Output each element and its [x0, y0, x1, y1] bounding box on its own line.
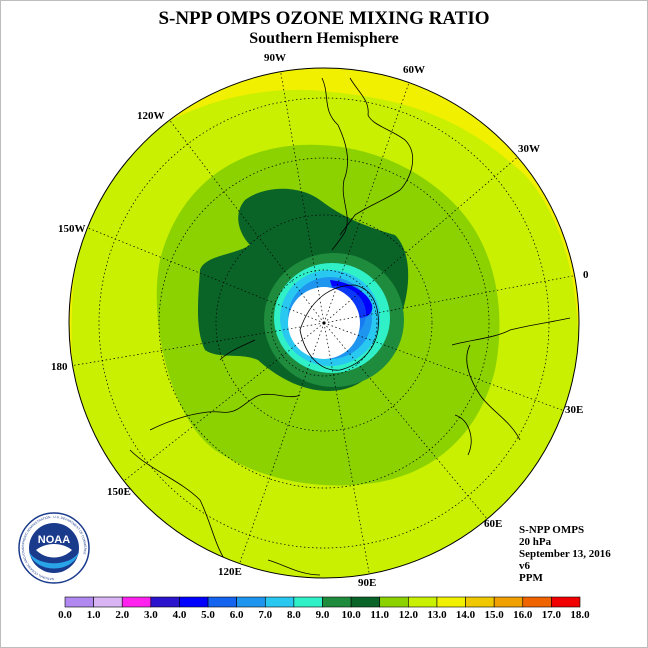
graticule [69, 68, 579, 578]
colorbar-swatch [522, 596, 552, 608]
info-units: PPM [519, 572, 543, 584]
colorbar-tick-label: 0.0 [58, 609, 72, 621]
meridian-180 [69, 322, 325, 367]
lat-circle-20s [98, 97, 550, 549]
meridian-60e [323, 322, 489, 521]
colorbar-tick-label: 4.0 [173, 609, 187, 621]
info-date: September 13, 2016 [519, 548, 611, 560]
colorbar-swatch [236, 596, 266, 608]
meridian-60w [323, 79, 411, 324]
colorbar-tick-label: 14.0 [456, 609, 476, 621]
colorbar-swatch [93, 596, 123, 608]
coastlines [129, 77, 571, 576]
colorbar-swatch [493, 596, 524, 608]
lon-label-150w: 150W [58, 223, 86, 235]
colorbar-tick-label: 5.0 [201, 609, 215, 621]
lon-label-150e: 150E [107, 486, 131, 498]
lat-circle-60s [215, 214, 433, 432]
lon-label-30w: 30W [518, 143, 540, 155]
colorbar-labels: 0.0 1.0 2.0 3.0 4.0 5.0 6.0 7.0 8.0 9.0 10.0 11.0 12… [58, 609, 590, 621]
lat-circle-80s [270, 269, 378, 377]
lon-label-120e: 120E [218, 566, 242, 578]
colorbar-swatch [264, 596, 295, 608]
colorbar-swatch [293, 596, 323, 608]
meridian-90w [279, 68, 325, 324]
ozone-field [69, 68, 579, 578]
colorbar-tick-label: 2.0 [115, 609, 129, 621]
colorbar-swatch [64, 596, 94, 608]
colorbar-tick-label: 1.0 [87, 609, 101, 621]
colorbar-tick-label: 11.0 [370, 609, 389, 621]
meridian-30w [323, 154, 521, 324]
colorbar-tick-label: 13.0 [427, 609, 447, 621]
info-level: 20 hPa [519, 536, 552, 548]
page-title: S-NPP OMPS OZONE MIXING RATIO [158, 8, 490, 29]
lat-circle-40s [158, 157, 490, 489]
colorbar-swatch [150, 596, 180, 608]
map-border [68, 67, 580, 579]
lon-label-90w: 90W [264, 52, 286, 64]
lon-label-30e: 30E [565, 404, 583, 416]
colorbar-tick-label: 8.0 [287, 609, 301, 621]
meridian-120w [167, 117, 325, 324]
colorbar-tick-label: 7.0 [258, 609, 272, 621]
colorbar-tick-label: 6.0 [230, 609, 244, 621]
lon-label-60w: 60W [403, 64, 425, 76]
info-instrument: S-NPP OMPS [519, 524, 585, 536]
lon-label-90e: 90E [358, 577, 376, 589]
colorbar-tick-label: 12.0 [399, 609, 419, 621]
colorbar-swatch [179, 596, 209, 608]
longitude-labels: 90W 60W 30W 0 30E 60E 90E 120E 150E 180 … [51, 52, 589, 589]
colorbar-swatch [350, 596, 381, 608]
colorbar-swatch [379, 596, 409, 608]
colorbar-swatch [121, 596, 152, 608]
lon-label-0: 0 [583, 269, 589, 281]
colorbar-swatch [207, 596, 237, 608]
page-subtitle: Southern Hemisphere [249, 30, 399, 47]
colorbar-tick-label: 10.0 [341, 609, 361, 621]
lon-label-120w: 120W [137, 110, 165, 122]
colorbar-swatches [64, 596, 581, 608]
colorbar-swatch [436, 596, 466, 608]
noaa-logo: NOAA NATIONAL OCEANIC AND ATMOSPHERIC AD… [18, 512, 90, 584]
lon-label-60e: 60E [484, 518, 502, 530]
south-pole-marker [322, 321, 326, 325]
colorbar-tick-label: 16.0 [513, 609, 533, 621]
colorbar-tick-label: 15.0 [485, 609, 505, 621]
colorbar-tick-label: 9.0 [316, 609, 330, 621]
colorbar-tick-label: 18.0 [570, 609, 590, 621]
product-info: S-NPP OMPS 20 hPa September 13, 2016 v6 … [519, 524, 611, 584]
noaa-logo-text: NOAA [38, 534, 70, 546]
meridian-150w [87, 227, 325, 324]
meridian-0 [323, 274, 579, 324]
lon-label-180: 180 [51, 361, 68, 373]
colorbar-swatch [551, 596, 581, 608]
meridian-120e [237, 322, 325, 569]
colorbar-swatch [408, 596, 438, 608]
colorbar-tick-label: 17.0 [542, 609, 562, 621]
info-version: v6 [519, 560, 530, 572]
colorbar-swatch [322, 596, 352, 608]
colorbar-swatch [465, 596, 495, 608]
colorbar-tick-label: 3.0 [144, 609, 158, 621]
